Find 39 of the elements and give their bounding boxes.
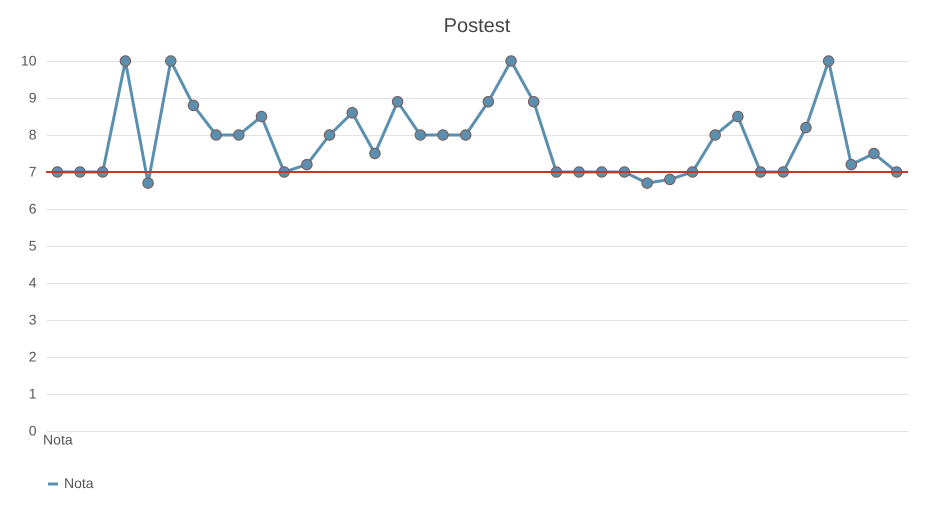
point (369, 148, 381, 160)
point (528, 96, 540, 108)
point (800, 122, 812, 134)
y-tick-label: 0 (28, 422, 37, 438)
point (460, 129, 472, 141)
point (256, 110, 268, 122)
point (233, 129, 245, 141)
point (482, 96, 494, 108)
y-tick-label: 10 (20, 52, 37, 68)
y-tick-label: 1 (28, 386, 37, 402)
y-tick-label: 6 (28, 200, 37, 216)
point (732, 110, 744, 122)
y-tick-label: 2 (28, 348, 37, 364)
point (324, 129, 336, 141)
y-tick-label: 9 (28, 90, 37, 106)
point (641, 177, 653, 189)
point (210, 129, 222, 141)
point (505, 55, 517, 67)
point (822, 55, 834, 67)
point (346, 107, 358, 119)
y-tick-label: 8 (28, 126, 37, 142)
point (301, 158, 313, 170)
point (165, 55, 177, 67)
y-tick-label: 3 (28, 312, 37, 328)
point (868, 148, 880, 160)
y-tick-label: 4 (28, 274, 37, 290)
chart-title: Postest (444, 14, 511, 37)
point (846, 158, 858, 170)
point (392, 96, 404, 108)
point (188, 100, 200, 112)
point (414, 129, 426, 141)
point (142, 177, 154, 189)
point (664, 174, 676, 186)
legend-label: Nota (64, 475, 94, 491)
y-tick-label: 7 (28, 164, 37, 180)
y-tick-label: 5 (28, 238, 37, 254)
point (709, 129, 721, 141)
point (437, 129, 449, 141)
point (120, 55, 132, 67)
